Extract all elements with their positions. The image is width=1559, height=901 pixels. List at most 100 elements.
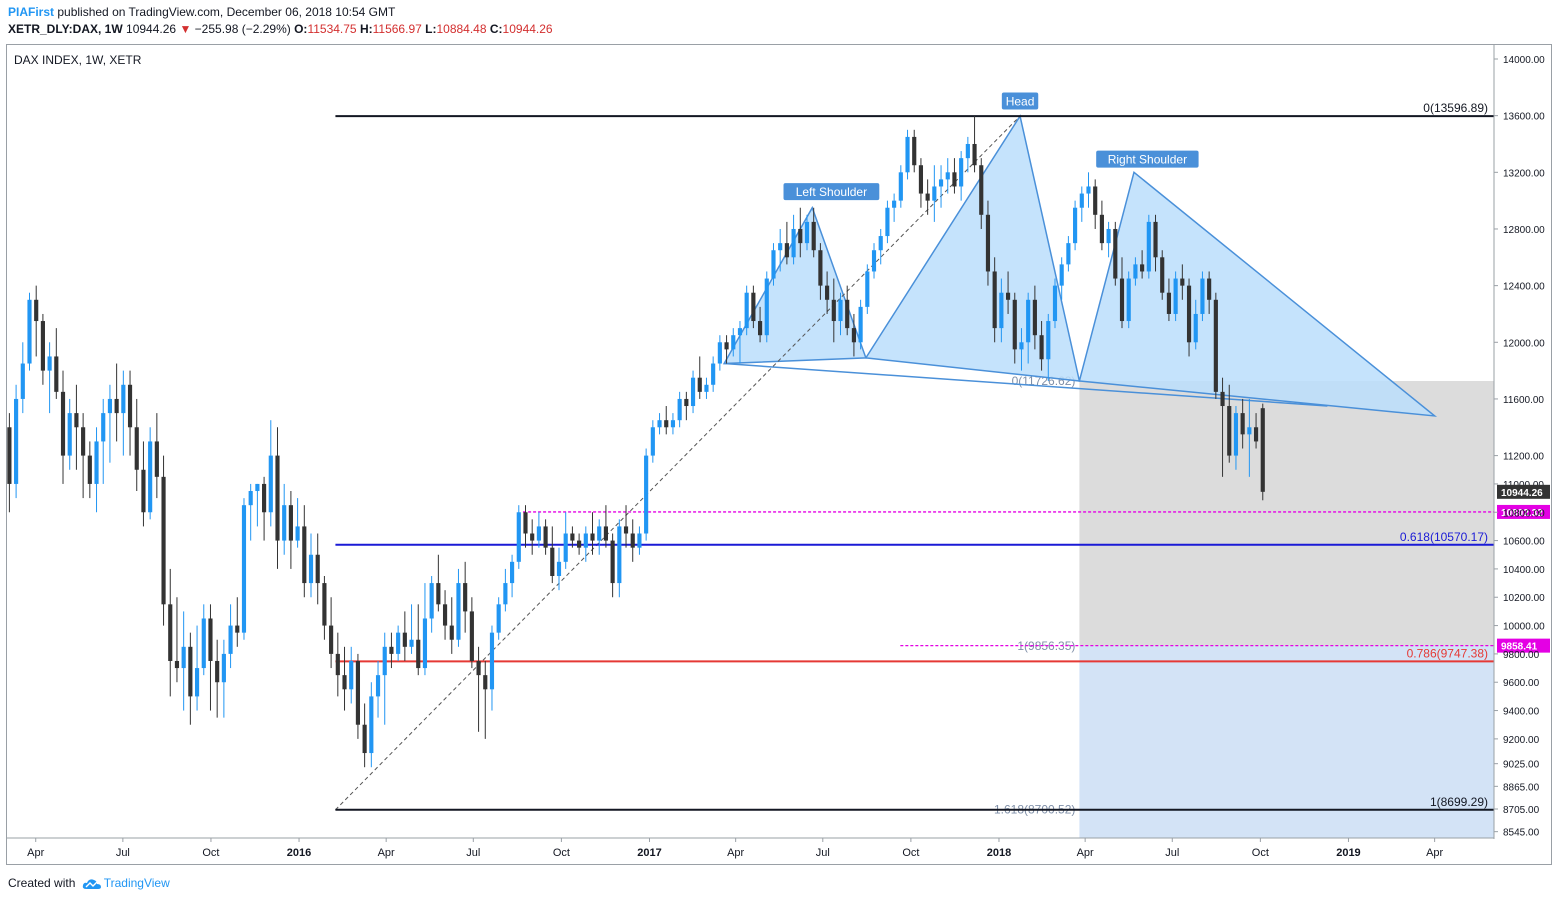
candle	[664, 406, 669, 435]
candle-body	[764, 278, 769, 336]
footer: Created with TradingView	[8, 876, 170, 890]
candle-body	[489, 632, 495, 690]
candle	[898, 165, 903, 208]
candle	[744, 285, 749, 336]
change-value: −255.98 (−2.29%)	[194, 22, 291, 36]
candle	[1193, 299, 1198, 350]
candle-body	[570, 533, 575, 541]
candle-body	[308, 554, 314, 584]
candle	[442, 590, 448, 640]
candle	[905, 129, 910, 180]
candle-body	[778, 243, 783, 251]
author-link[interactable]: PIAFirst	[8, 5, 55, 19]
candle	[389, 632, 394, 669]
price-tick-label: 10600.00	[1503, 537, 1545, 548]
candle-body	[771, 250, 776, 279]
candle	[382, 632, 387, 725]
candle-body	[831, 299, 836, 322]
candle-body	[1086, 186, 1091, 194]
time-tick-label: 2019	[1336, 847, 1360, 859]
candle	[1166, 278, 1172, 322]
candle-body	[402, 632, 407, 647]
candle	[1140, 250, 1145, 279]
chart-frame[interactable]	[6, 44, 1552, 865]
created-with-text: Created with	[8, 876, 76, 890]
candle-body	[201, 618, 206, 669]
candle-body	[1260, 408, 1265, 492]
price-tick-label: 11600.00	[1503, 395, 1544, 406]
candle-body	[476, 660, 481, 676]
tradingview-cloud-icon	[82, 879, 101, 889]
candle	[556, 547, 562, 591]
candle	[1026, 292, 1031, 364]
candle-body	[912, 136, 917, 166]
candle	[282, 483, 287, 555]
candle-body	[825, 285, 830, 300]
candle	[637, 526, 642, 555]
candle	[215, 639, 220, 718]
candle-body	[704, 384, 709, 392]
trend-line	[335, 115, 1021, 811]
pattern-label-box	[1001, 92, 1039, 110]
candle	[7, 413, 12, 513]
candle	[409, 604, 414, 654]
candle	[40, 313, 45, 385]
candle-body	[40, 321, 45, 371]
candle	[148, 427, 153, 520]
candle	[999, 278, 1004, 343]
high-value: 11566.97	[372, 22, 422, 36]
candle-body	[349, 660, 354, 690]
candle	[597, 519, 602, 555]
time-tick-label: Oct	[553, 847, 570, 859]
candle	[644, 448, 649, 541]
candle	[295, 498, 300, 548]
candle	[255, 483, 260, 527]
candle-body	[248, 491, 253, 506]
candle	[483, 660, 488, 739]
candle	[985, 200, 991, 286]
candle	[1173, 271, 1178, 322]
candle	[838, 292, 843, 336]
candle	[965, 136, 970, 173]
candle-body	[94, 441, 99, 484]
candle	[1160, 250, 1165, 300]
tradingview-link[interactable]: TradingView	[103, 876, 170, 890]
low-value: 10884.48	[436, 22, 487, 36]
projection-blue-box	[1079, 645, 1494, 838]
candle	[630, 519, 635, 562]
candle	[94, 427, 99, 513]
candle	[1146, 214, 1151, 279]
price-tick-label: 10200.00	[1503, 593, 1545, 604]
candle	[20, 342, 25, 414]
candle	[885, 200, 890, 244]
time-tick-label: Oct	[1252, 847, 1269, 859]
candle	[1126, 271, 1131, 329]
candle-body	[811, 221, 816, 251]
candle-body	[1253, 427, 1259, 442]
candle-body	[871, 250, 877, 272]
candle	[825, 271, 830, 314]
candle	[845, 285, 850, 336]
candle	[590, 512, 595, 555]
candle-body	[858, 306, 863, 343]
candle-body	[637, 533, 642, 548]
pattern-label-text: Left Shoulder	[796, 185, 867, 199]
price-tick-label: 14000.00	[1503, 55, 1545, 66]
candle-body	[81, 427, 86, 456]
candle	[530, 519, 535, 555]
candle-body	[1093, 186, 1098, 215]
candle	[288, 491, 293, 569]
candle	[1153, 214, 1158, 272]
candle-body	[851, 328, 856, 343]
candle-body	[101, 413, 106, 442]
candle	[657, 413, 662, 435]
candle	[429, 575, 434, 633]
candle-body	[20, 363, 25, 399]
candle-body	[583, 533, 588, 548]
candle-body	[1012, 299, 1017, 350]
candle	[161, 455, 166, 626]
candle-body	[194, 668, 200, 697]
candle	[1066, 236, 1071, 272]
last-price-tag	[1497, 484, 1550, 499]
